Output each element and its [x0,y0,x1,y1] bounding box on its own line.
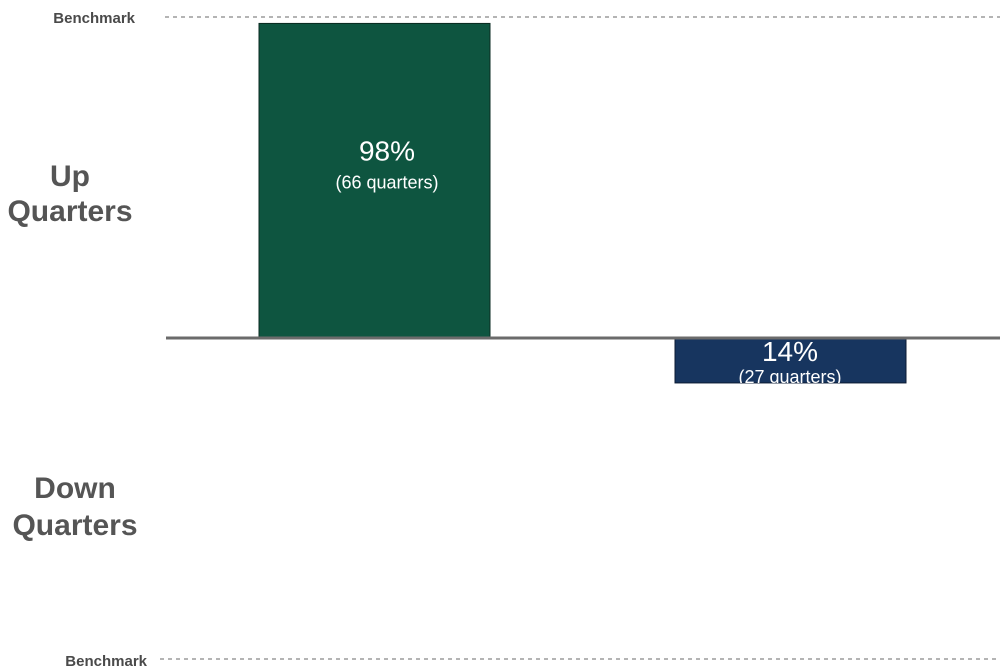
bar-down-quarters [674,337,907,384]
up-quarters-label-line1: Up [50,160,90,193]
benchmark-top-label: Benchmark [53,10,135,27]
benchmark-bottom-label: Benchmark [65,653,147,670]
bar-down-percent-label: 14% [762,336,818,367]
down-quarters-label-line2: Quarters [12,509,137,542]
bar-up-quarters-count-label: (66 quarters) [335,172,438,192]
bar-up-percent-label: 98% [359,135,415,166]
up-quarters-label-line2: Quarters [7,195,132,228]
bar-down-quarters-count-label: (27 quarters) [738,367,841,387]
bar-up-quarters [258,22,491,339]
down-quarters-label-line1: Down [34,472,116,505]
